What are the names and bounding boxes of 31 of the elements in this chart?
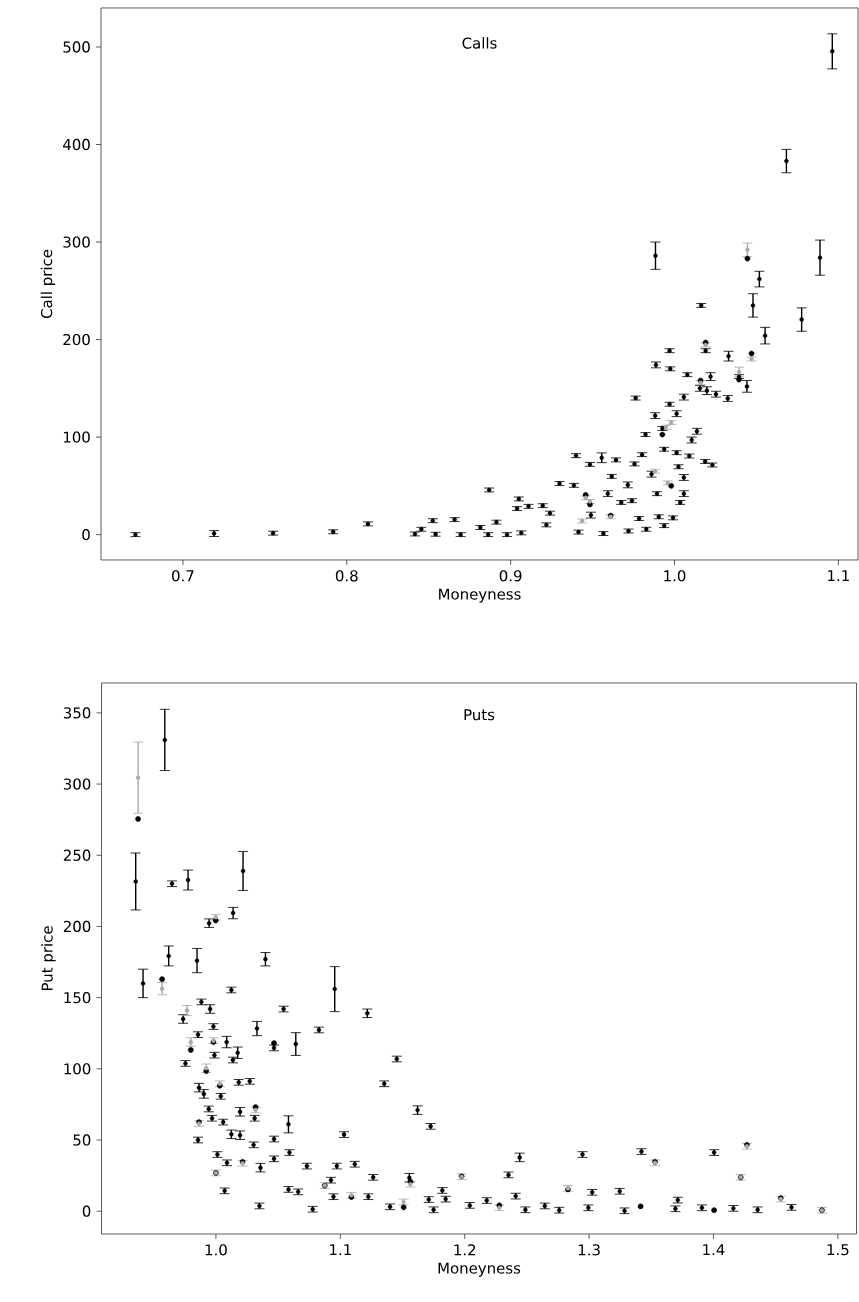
x-tick-label: 1.2 [454, 1244, 476, 1256]
y-tick-label: 50 [73, 1134, 91, 1146]
y-tick-label: 200 [63, 920, 91, 933]
text: Puts [464, 709, 495, 721]
y-tick-label: 100 [64, 1063, 91, 1075]
y-tick-label: 150 [64, 991, 91, 1004]
x-tick-label: 1.1 [828, 570, 849, 582]
y-tick-label: 300 [63, 778, 91, 790]
y-tick-label: 400 [63, 138, 90, 151]
y-tick-label: 500 [63, 41, 90, 53]
y-axis-title: Put price [41, 926, 56, 991]
y-tick-label: 0 [82, 528, 90, 541]
text: Calls [462, 37, 497, 49]
x-tick-label: 1.4 [703, 1244, 725, 1256]
x-tick-label: 1.1 [330, 1244, 351, 1256]
y-tick-label: 300 [63, 236, 90, 248]
x-tick-label: 1.3 [578, 1244, 600, 1256]
x-tick-label: 1.0 [664, 570, 686, 582]
y-axis-title: Call price [40, 249, 56, 319]
y-tick-label: 250 [63, 849, 91, 861]
x-tick-label: 0.9 [499, 570, 522, 582]
x-tick-label: 1.0 [205, 1244, 227, 1256]
x-axis-title: Moneyness [438, 1262, 521, 1277]
y-tick-label: 350 [63, 707, 91, 719]
x-tick-label: 0.8 [335, 570, 358, 582]
x-axis-title: Moneyness [439, 588, 521, 603]
y-tick-label: 0 [82, 1205, 91, 1217]
x-tick-label: 1.5 [827, 1244, 849, 1256]
y-tick-label: 100 [63, 431, 90, 443]
x-tick-label: 0.7 [172, 570, 194, 582]
y-tick-label: 200 [63, 333, 90, 346]
